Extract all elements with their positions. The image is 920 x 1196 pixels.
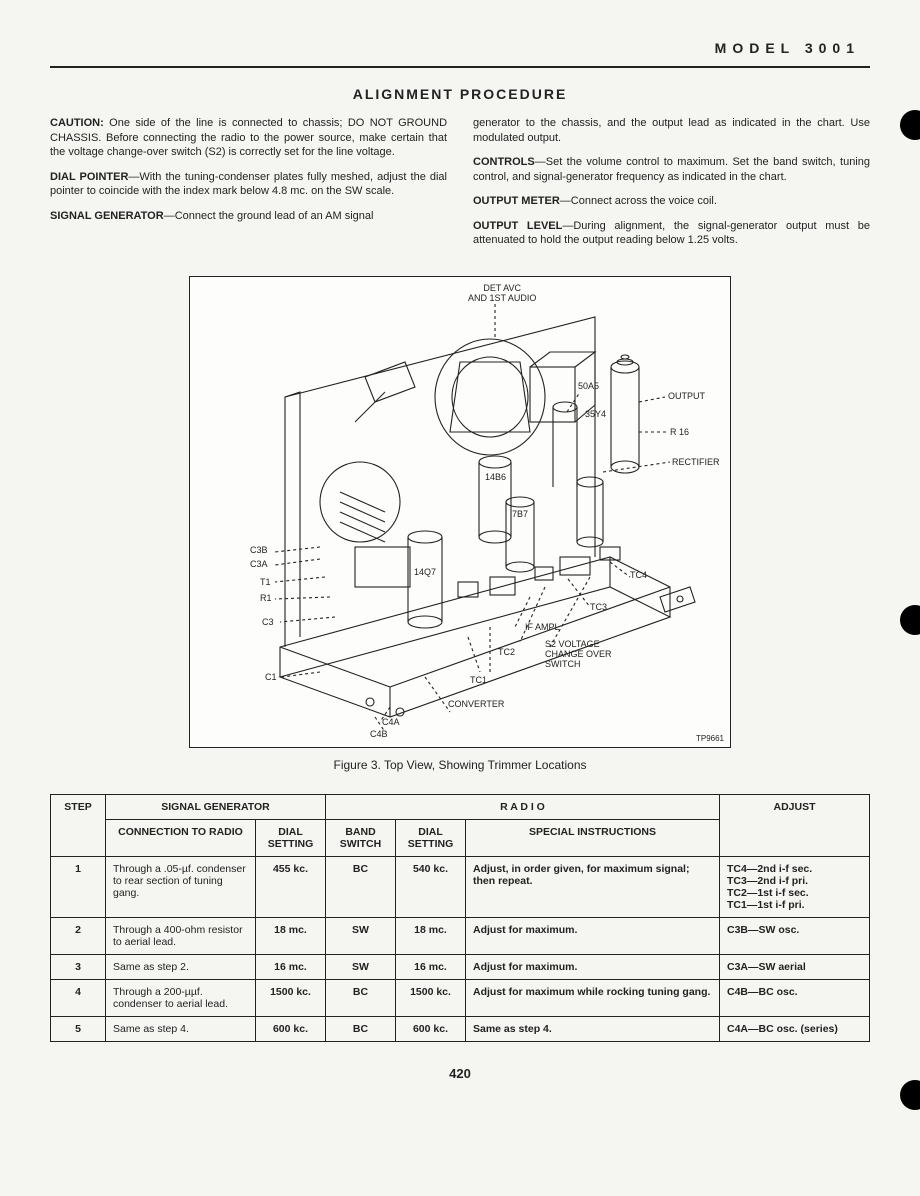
header-rule [50, 66, 870, 68]
fig-label: DET AVC AND 1ST AUDIO [468, 283, 536, 303]
th-step: STEP [51, 794, 106, 856]
fig-label: 50A5 [578, 381, 599, 391]
fig-label: 14Q7 [414, 567, 436, 577]
text-columns: CAUTION: One side of the line is connect… [50, 116, 870, 258]
binder-hole [900, 605, 920, 635]
fig-label: S2 VOLTAGE CHANGE OVER SWITCH [545, 639, 612, 669]
fig-label: T1 [260, 577, 271, 587]
fig-label: TC3 [590, 602, 607, 612]
page-title: ALIGNMENT PROCEDURE [50, 86, 870, 102]
alignment-table: STEP SIGNAL GENERATOR R A D I O ADJUST C… [50, 794, 870, 1042]
th-dial2: DIAL SETTING [396, 819, 466, 856]
table-row: 4Through a 200-µµf. condenser to aerial … [51, 979, 870, 1016]
th-dial: DIAL SETTING [256, 819, 326, 856]
fig-label: TP9661 [696, 734, 724, 743]
th-siggen: SIGNAL GENERATOR [106, 794, 326, 819]
th-radio: R A D I O [326, 794, 720, 819]
table-row: 2Through a 400-ohm resistor to aerial le… [51, 917, 870, 954]
fig-label: C3 [262, 617, 274, 627]
fig-label: C4B [370, 729, 388, 739]
fig-label: C1 [265, 672, 277, 682]
th-conn: CONNECTION TO RADIO [106, 819, 256, 856]
fig-label: R1 [260, 593, 272, 603]
fig-label: RECTIFIER [672, 457, 720, 467]
figure-box: DET AVC AND 1ST AUDIO OUTPUT R 16 RECTIF… [189, 276, 731, 748]
binder-hole [900, 1080, 920, 1110]
table-row: 1Through a .05-µf. condenser to rear sec… [51, 856, 870, 917]
fig-label: 7B7 [512, 509, 528, 519]
binder-hole [900, 110, 920, 140]
fig-label: TC1 [470, 675, 487, 685]
fig-label: TC4 [630, 570, 647, 580]
model-header: MODEL 3001 [50, 40, 870, 56]
right-column: generator to the chassis, and the output… [473, 116, 870, 258]
th-spec: SPECIAL INSTRUCTIONS [466, 819, 720, 856]
th-band: BAND SWITCH [326, 819, 396, 856]
table-row: 5Same as step 4.600 kc.BC600 kc.Same as … [51, 1016, 870, 1041]
page-number: 420 [50, 1066, 870, 1081]
fig-label: 35Y4 [585, 409, 606, 419]
th-adjust: ADJUST [720, 794, 870, 856]
fig-label: IF AMPL [525, 622, 560, 632]
fig-label: CONVERTER [448, 699, 504, 709]
left-column: CAUTION: One side of the line is connect… [50, 116, 447, 258]
fig-label: R 16 [670, 427, 689, 437]
figure-caption: Figure 3. Top View, Showing Trimmer Loca… [50, 758, 870, 772]
fig-label: C3A [250, 559, 268, 569]
fig-label: C4A [382, 717, 400, 727]
fig-label: TC2 [498, 647, 515, 657]
fig-label: C3B [250, 545, 268, 555]
fig-label: 14B6 [485, 472, 506, 482]
fig-label: OUTPUT [668, 391, 705, 401]
table-row: 3Same as step 2.16 mc.SW16 mc.Adjust for… [51, 954, 870, 979]
